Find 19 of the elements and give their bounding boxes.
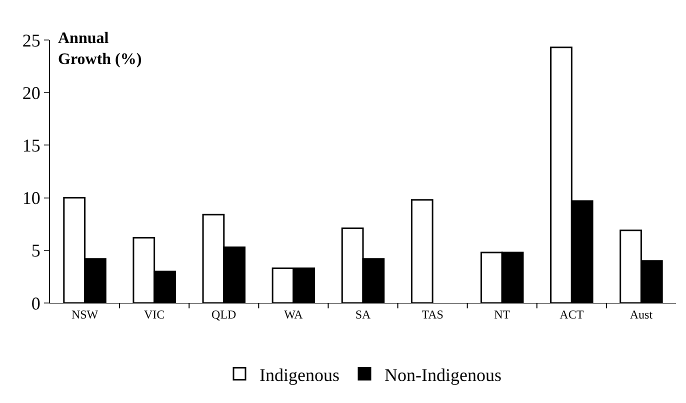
x-tick-label: SA [355, 307, 371, 322]
x-tick-label: Aust [630, 307, 654, 322]
y-axis-title: Annual Growth (%) [58, 30, 142, 68]
x-tick-label: ACT [560, 307, 584, 322]
y-tick-label: 10 [22, 188, 40, 208]
x-tick-label: NT [494, 307, 511, 322]
x-tick-label: NSW [71, 307, 99, 322]
y-tick-label: 25 [22, 30, 40, 50]
y-tick-label: 5 [31, 240, 40, 261]
x-tick-label: QLD [212, 307, 237, 322]
legend-label: Non-Indigenous [384, 364, 502, 385]
x-tick-label: VIC [144, 307, 165, 322]
x-tick-label: TAS [422, 307, 444, 322]
y-tick-label: 0 [31, 293, 40, 314]
y-tick-label: 15 [22, 136, 40, 156]
legend-label: Indigenous [260, 364, 340, 385]
bar [410, 199, 434, 303]
y-tick-label: 20 [22, 82, 40, 103]
x-tick-label: WA [284, 307, 304, 322]
